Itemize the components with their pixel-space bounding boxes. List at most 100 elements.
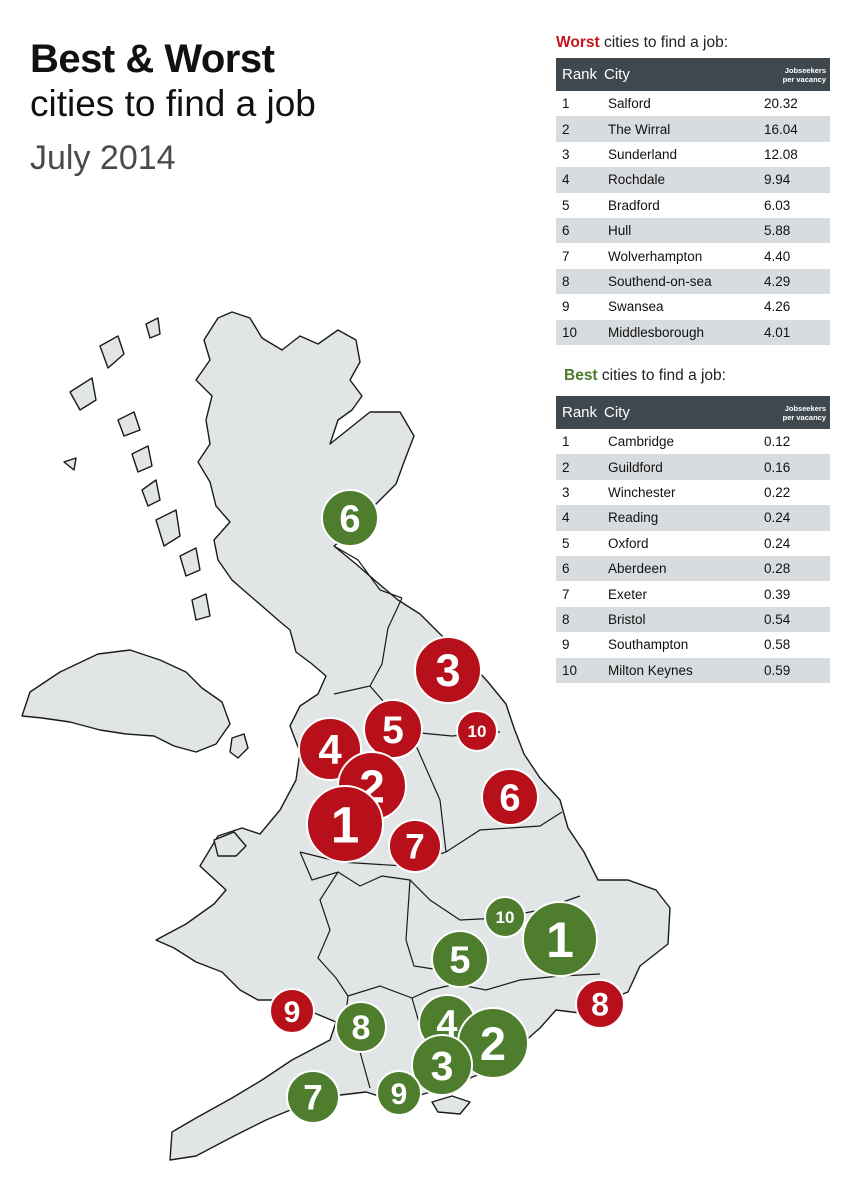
value-cell: 6.03 [764, 197, 791, 213]
value-cell: 0.58 [764, 637, 791, 653]
table-row: 2 The Wirral 16.04 [556, 116, 830, 142]
worst-marker-7: 7 [388, 819, 442, 873]
marker-label: 1 [331, 796, 359, 853]
northern-ireland-landmass [21, 649, 231, 753]
worst-marker-9: 9 [269, 988, 315, 1034]
island [141, 479, 161, 507]
marker-label: 3 [435, 645, 460, 696]
marker-circle [414, 636, 482, 704]
anglesey [213, 831, 247, 857]
rank-cell: 2 [562, 459, 570, 475]
rank-cell: 1 [562, 434, 570, 450]
city-cell: Cambridge [608, 434, 675, 450]
city-cell: Hull [608, 223, 632, 239]
value-cell: 0.39 [764, 586, 791, 602]
rank-cell: 10 [562, 324, 578, 340]
table-row: 8 Southend-on-sea 4.29 [556, 268, 830, 295]
marker-label: 8 [352, 1009, 371, 1047]
city-cell: Bradford [608, 197, 660, 213]
worst-marker-1: 1 [306, 785, 384, 863]
best-table: Best cities to find a job: Rank City Job… [556, 367, 830, 683]
best-keyword: Best [564, 367, 598, 384]
city-cell: Swansea [608, 299, 664, 315]
header-rank: Rank [562, 66, 598, 83]
city-cell: The Wirral [608, 121, 671, 137]
city-cell: Guildford [608, 459, 663, 475]
marker-label: 10 [468, 722, 487, 741]
table-row: 10 Middlesborough 4.01 [556, 319, 830, 345]
table-row: 9 Southampton 0.58 [556, 632, 830, 658]
table-row: 4 Rochdale 9.94 [556, 167, 830, 193]
best-marker-2: 2 [457, 1007, 529, 1079]
table-row: 2 Guildford 0.16 [556, 454, 830, 480]
rank-cell: 4 [562, 510, 570, 526]
island [63, 457, 77, 471]
marker-circle [269, 988, 315, 1034]
city-cell: Middlesborough [608, 324, 705, 340]
table-row: 1 Salford 20.32 [556, 91, 830, 117]
border [333, 597, 403, 695]
worst-marker-8: 8 [575, 979, 625, 1029]
marker-label: 2 [480, 1017, 506, 1070]
city-cell: Sunderland [608, 146, 678, 162]
value-cell: 4.01 [764, 324, 791, 340]
marker-label: 1 [546, 912, 574, 968]
rank-cell: 3 [562, 146, 570, 162]
rank-cell: 8 [562, 273, 570, 289]
value-cell: 0.24 [764, 510, 791, 526]
island [99, 335, 125, 369]
table-row: 7 Wolverhampton 4.40 [556, 243, 830, 269]
city-cell: Oxford [608, 535, 649, 551]
marker-label: 3 [431, 1043, 454, 1089]
marker-label: 10 [496, 908, 515, 927]
rank-cell: 2 [562, 121, 570, 137]
marker-circle [286, 1070, 340, 1124]
isle-of-wight [431, 1095, 471, 1115]
border [335, 973, 601, 999]
table-row: 10 Milton Keynes 0.59 [556, 657, 830, 683]
marker-label: 6 [499, 778, 520, 820]
best-marker-7: 7 [286, 1070, 340, 1124]
marker-label: 7 [303, 1079, 322, 1118]
island [155, 509, 181, 547]
table-row: 5 Oxford 0.24 [556, 530, 830, 556]
value-cell: 0.12 [764, 434, 791, 450]
header-value-line1: Jobseekers [784, 65, 826, 75]
rank-cell: 5 [562, 197, 570, 213]
island [131, 445, 153, 473]
best-marker-3: 3 [411, 1034, 473, 1096]
best-marker-10: 10 [484, 896, 526, 938]
value-cell: 4.40 [764, 248, 791, 264]
city-cell: Southend-on-sea [608, 273, 712, 289]
table-row: 8 Bristol 0.54 [556, 606, 830, 633]
marker-circle [575, 979, 625, 1029]
marker-label: 5 [449, 940, 470, 982]
marker-circle [321, 489, 379, 547]
worst-title-rest: cities to find a job: [599, 34, 729, 51]
rank-cell: 9 [562, 637, 570, 653]
table-row: 6 Hull 5.88 [556, 217, 830, 244]
rank-cell: 10 [562, 662, 578, 678]
value-cell: 0.28 [764, 561, 791, 577]
best-marker-5: 5 [431, 930, 489, 988]
table-row: 6 Aberdeen 0.28 [556, 555, 830, 582]
table-row: 7 Exeter 0.39 [556, 581, 830, 607]
value-cell: 0.16 [764, 459, 791, 475]
city-cell: Rochdale [608, 172, 666, 188]
worst-marker-3: 3 [414, 636, 482, 704]
rank-cell: 6 [562, 223, 570, 239]
worst-table-title: Worst cities to find a job: [556, 34, 830, 52]
rank-cell: 8 [562, 611, 570, 627]
value-cell: 0.59 [764, 662, 791, 678]
header-rank: Rank [562, 404, 598, 421]
marker-circle [484, 896, 526, 938]
value-cell: 4.26 [764, 299, 791, 315]
rank-cell: 6 [562, 561, 570, 577]
city-cell: Wolverhampton [608, 248, 703, 264]
table-row: 5 Bradford 6.03 [556, 192, 830, 218]
value-cell: 16.04 [764, 121, 798, 137]
marker-label: 9 [391, 1078, 408, 1111]
worst-marker-6: 6 [481, 768, 539, 826]
marker-label: 8 [591, 987, 609, 1023]
